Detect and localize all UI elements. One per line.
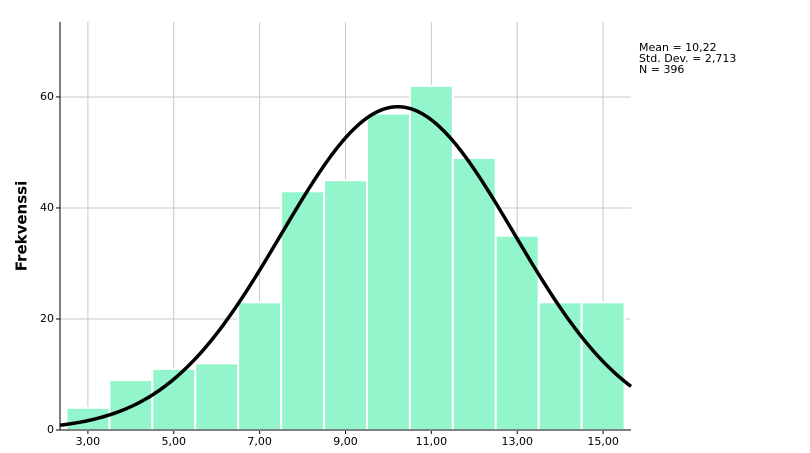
bar [323,179,368,431]
stats-text: Std. Dev. = 2,713 [639,52,736,65]
stats-text: N = 396 [639,63,684,76]
x-tick-label: 7,00 [247,435,272,448]
y-tick-label: 60 [40,90,54,103]
x-tick-label: 3,00 [76,435,101,448]
x-tick-label: 15,00 [587,435,619,448]
bar [580,301,626,432]
x-tick-label: 9,00 [333,435,358,448]
y-tick-label: 0 [47,423,54,436]
bar [280,190,326,431]
bar [408,84,454,431]
bar [237,301,283,432]
stats-text: Mean = 10,22 [639,41,717,54]
bar [194,362,240,431]
x-tick-label: 11,00 [416,435,448,448]
bar [365,112,411,432]
y-tick-label: 20 [40,312,54,325]
bar [537,301,583,432]
x-tick-label: 5,00 [162,435,187,448]
normal-curve [59,105,633,427]
y-tick-label: 40 [40,201,54,214]
y-axis-label: Frekvenssi [13,181,31,271]
x-tick-label: 13,00 [501,435,533,448]
bar [451,157,497,431]
